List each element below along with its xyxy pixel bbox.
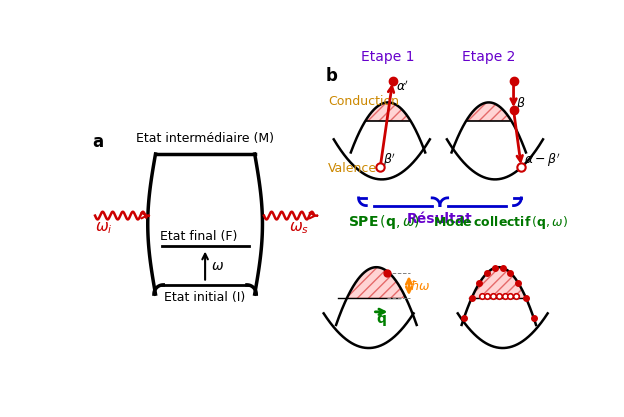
Polygon shape: [466, 103, 511, 121]
Text: Etape 1: Etape 1: [361, 50, 415, 64]
Text: Résultat: Résultat: [407, 211, 473, 226]
Text: $\omega$: $\omega$: [212, 259, 224, 273]
Text: Etat final (F): Etat final (F): [160, 230, 238, 243]
Text: $\mathbf{SPE}\,(\mathbf{q},\omega)$: $\mathbf{SPE}\,(\mathbf{q},\omega)$: [348, 213, 420, 231]
Text: $\beta'$: $\beta'$: [383, 151, 397, 168]
Text: $\beta$: $\beta$: [516, 95, 525, 112]
Text: $\mathbf{q}$: $\mathbf{q}$: [376, 313, 386, 328]
Text: $\hbar\omega$: $\hbar\omega$: [411, 279, 431, 293]
Text: $\alpha-\beta'$: $\alpha-\beta'$: [524, 151, 560, 168]
Text: $\omega_s$: $\omega_s$: [289, 220, 309, 236]
Text: Etat intermédiaire (M): Etat intermédiaire (M): [136, 132, 274, 145]
Text: $\mathbf{Mode\,collectif}\,(\mathbf{q},\omega)$: $\mathbf{Mode\,collectif}\,(\mathbf{q},\…: [433, 214, 568, 231]
Text: Etat initial (I): Etat initial (I): [165, 291, 246, 304]
Text: Etape 2: Etape 2: [462, 50, 515, 64]
Polygon shape: [472, 267, 526, 298]
Text: $\omega_i$: $\omega_i$: [95, 220, 113, 236]
Text: $\alpha'$: $\alpha'$: [396, 79, 409, 94]
Polygon shape: [347, 267, 406, 298]
Text: a: a: [92, 133, 103, 151]
Polygon shape: [366, 103, 411, 121]
Text: b: b: [326, 67, 338, 85]
Text: Valence: Valence: [328, 162, 378, 175]
Text: Conduction: Conduction: [328, 95, 399, 108]
